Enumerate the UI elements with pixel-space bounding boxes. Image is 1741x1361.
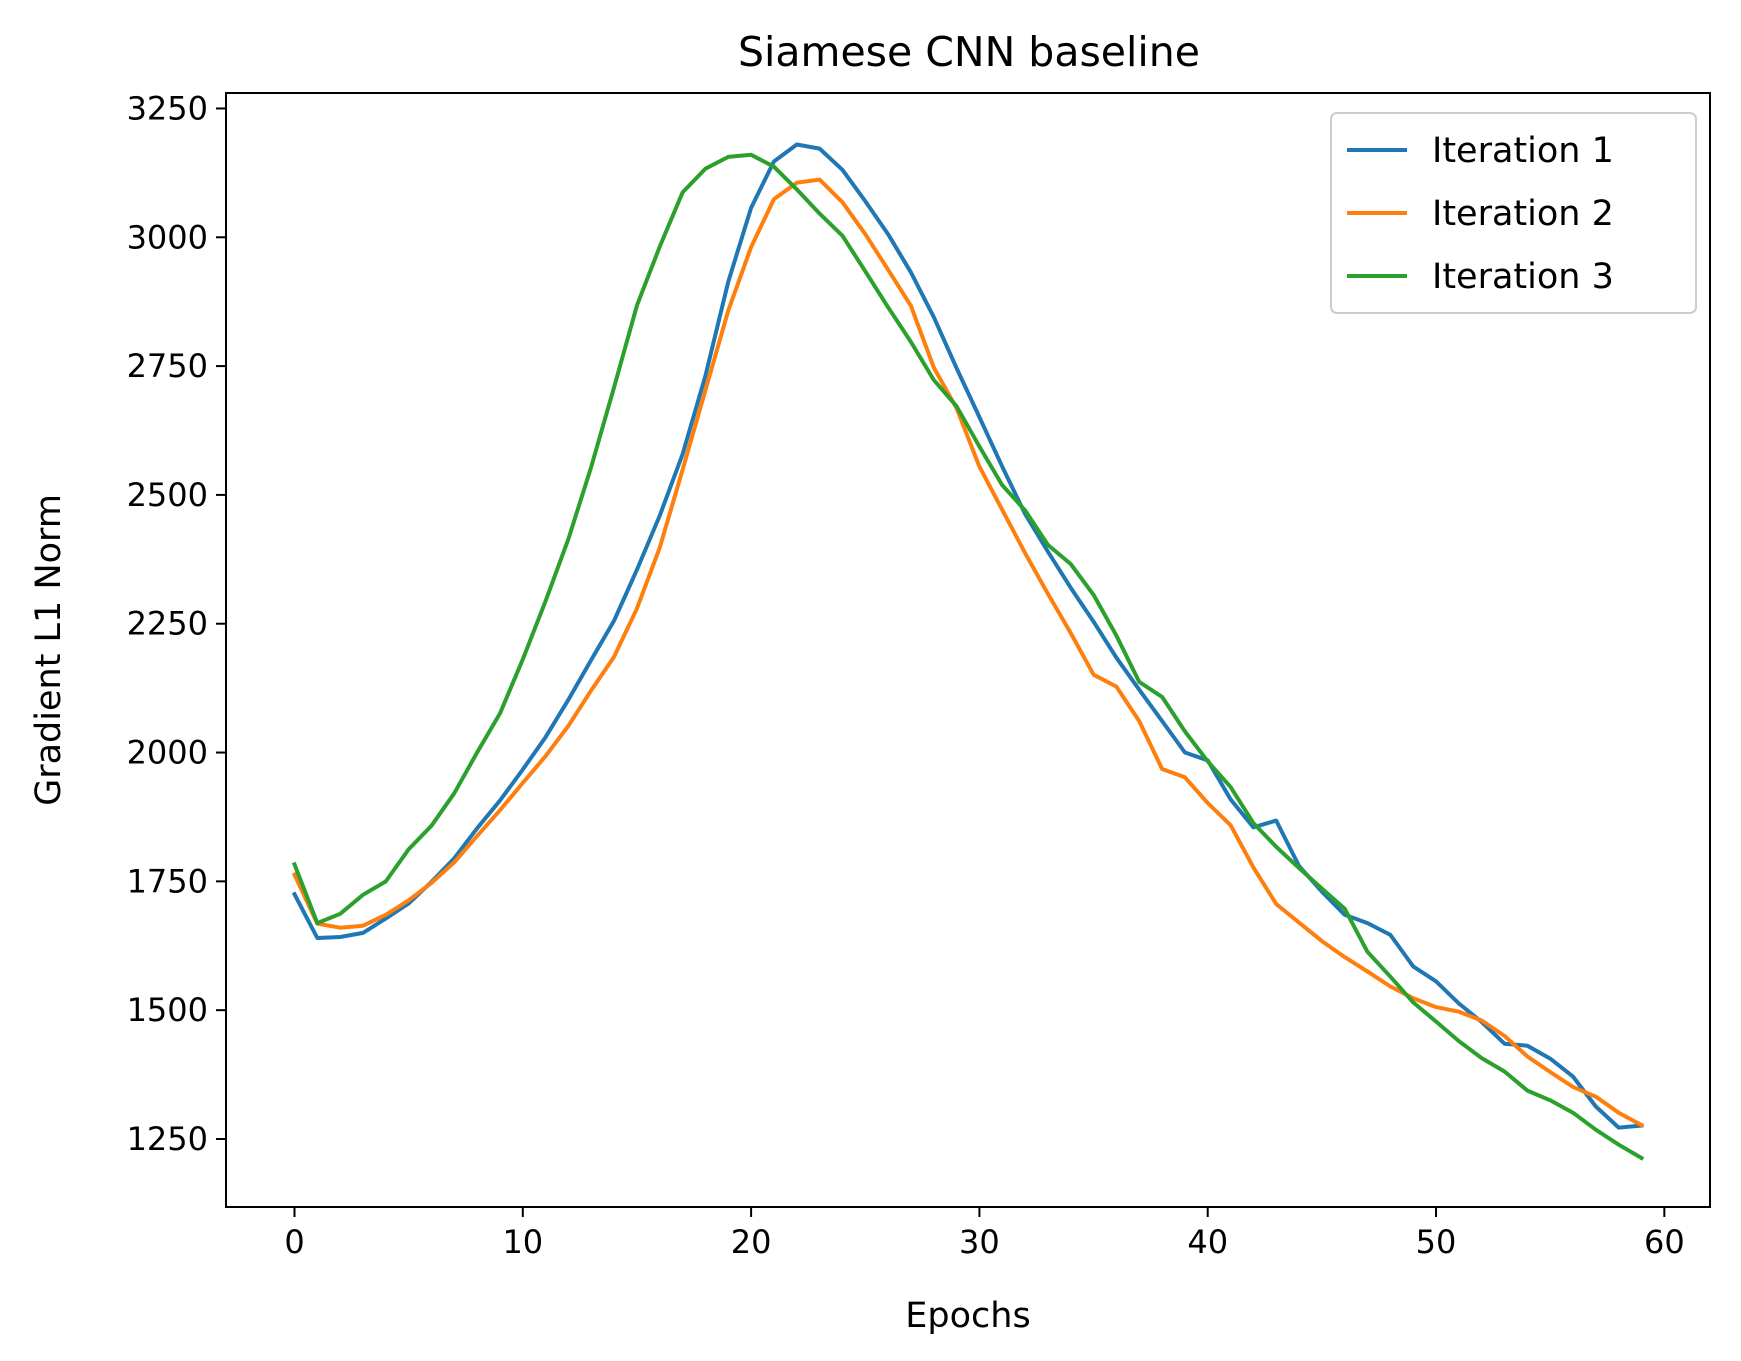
y-tick-label: 2500 (127, 476, 208, 514)
x-axis-label: Epochs (905, 1296, 1030, 1336)
y-tick-label: 2750 (127, 347, 208, 385)
y-tick-label: 1500 (127, 991, 208, 1029)
chart-title: Siamese CNN baseline (738, 28, 1200, 76)
legend-box (1330, 112, 1697, 314)
x-axis: 0 10 20 30 40 50 60 (284, 1207, 1685, 1261)
y-tick-label: 2250 (127, 605, 208, 643)
x-tick-label: 20 (731, 1223, 772, 1261)
series-line-1 (291, 142, 1644, 1130)
plot-area-frame (225, 92, 1711, 1208)
y-tick-label: 1750 (127, 862, 208, 900)
y-axis: 1250 1500 1750 2000 2250 2500 2750 3000 3250 (127, 89, 226, 1158)
x-tick-label: 50 (1416, 1223, 1457, 1261)
x-tick-label: 10 (502, 1223, 543, 1261)
legend: Iteration 1 Iteration 2 Iteration 3 (1330, 112, 1697, 314)
legend-label-1: Iteration 1 (1432, 131, 1614, 171)
x-tick-label: 60 (1644, 1223, 1685, 1261)
series-layer (291, 142, 1645, 1161)
legend-label-2: Iteration 2 (1432, 194, 1614, 234)
x-tick-label: 0 (284, 1223, 304, 1261)
y-tick-label: 3000 (127, 218, 208, 256)
y-axis-label: Gradient L1 Norm (29, 494, 69, 806)
series-line-3 (291, 152, 1645, 1161)
legend-label-3: Iteration 3 (1432, 257, 1614, 297)
series-line-2 (291, 177, 1645, 1128)
x-tick-label: 40 (1187, 1223, 1228, 1261)
x-tick-label: 30 (959, 1223, 1000, 1261)
y-tick-label: 2000 (127, 734, 208, 772)
y-tick-label: 3250 (127, 89, 208, 127)
y-tick-label: 1250 (127, 1120, 208, 1158)
